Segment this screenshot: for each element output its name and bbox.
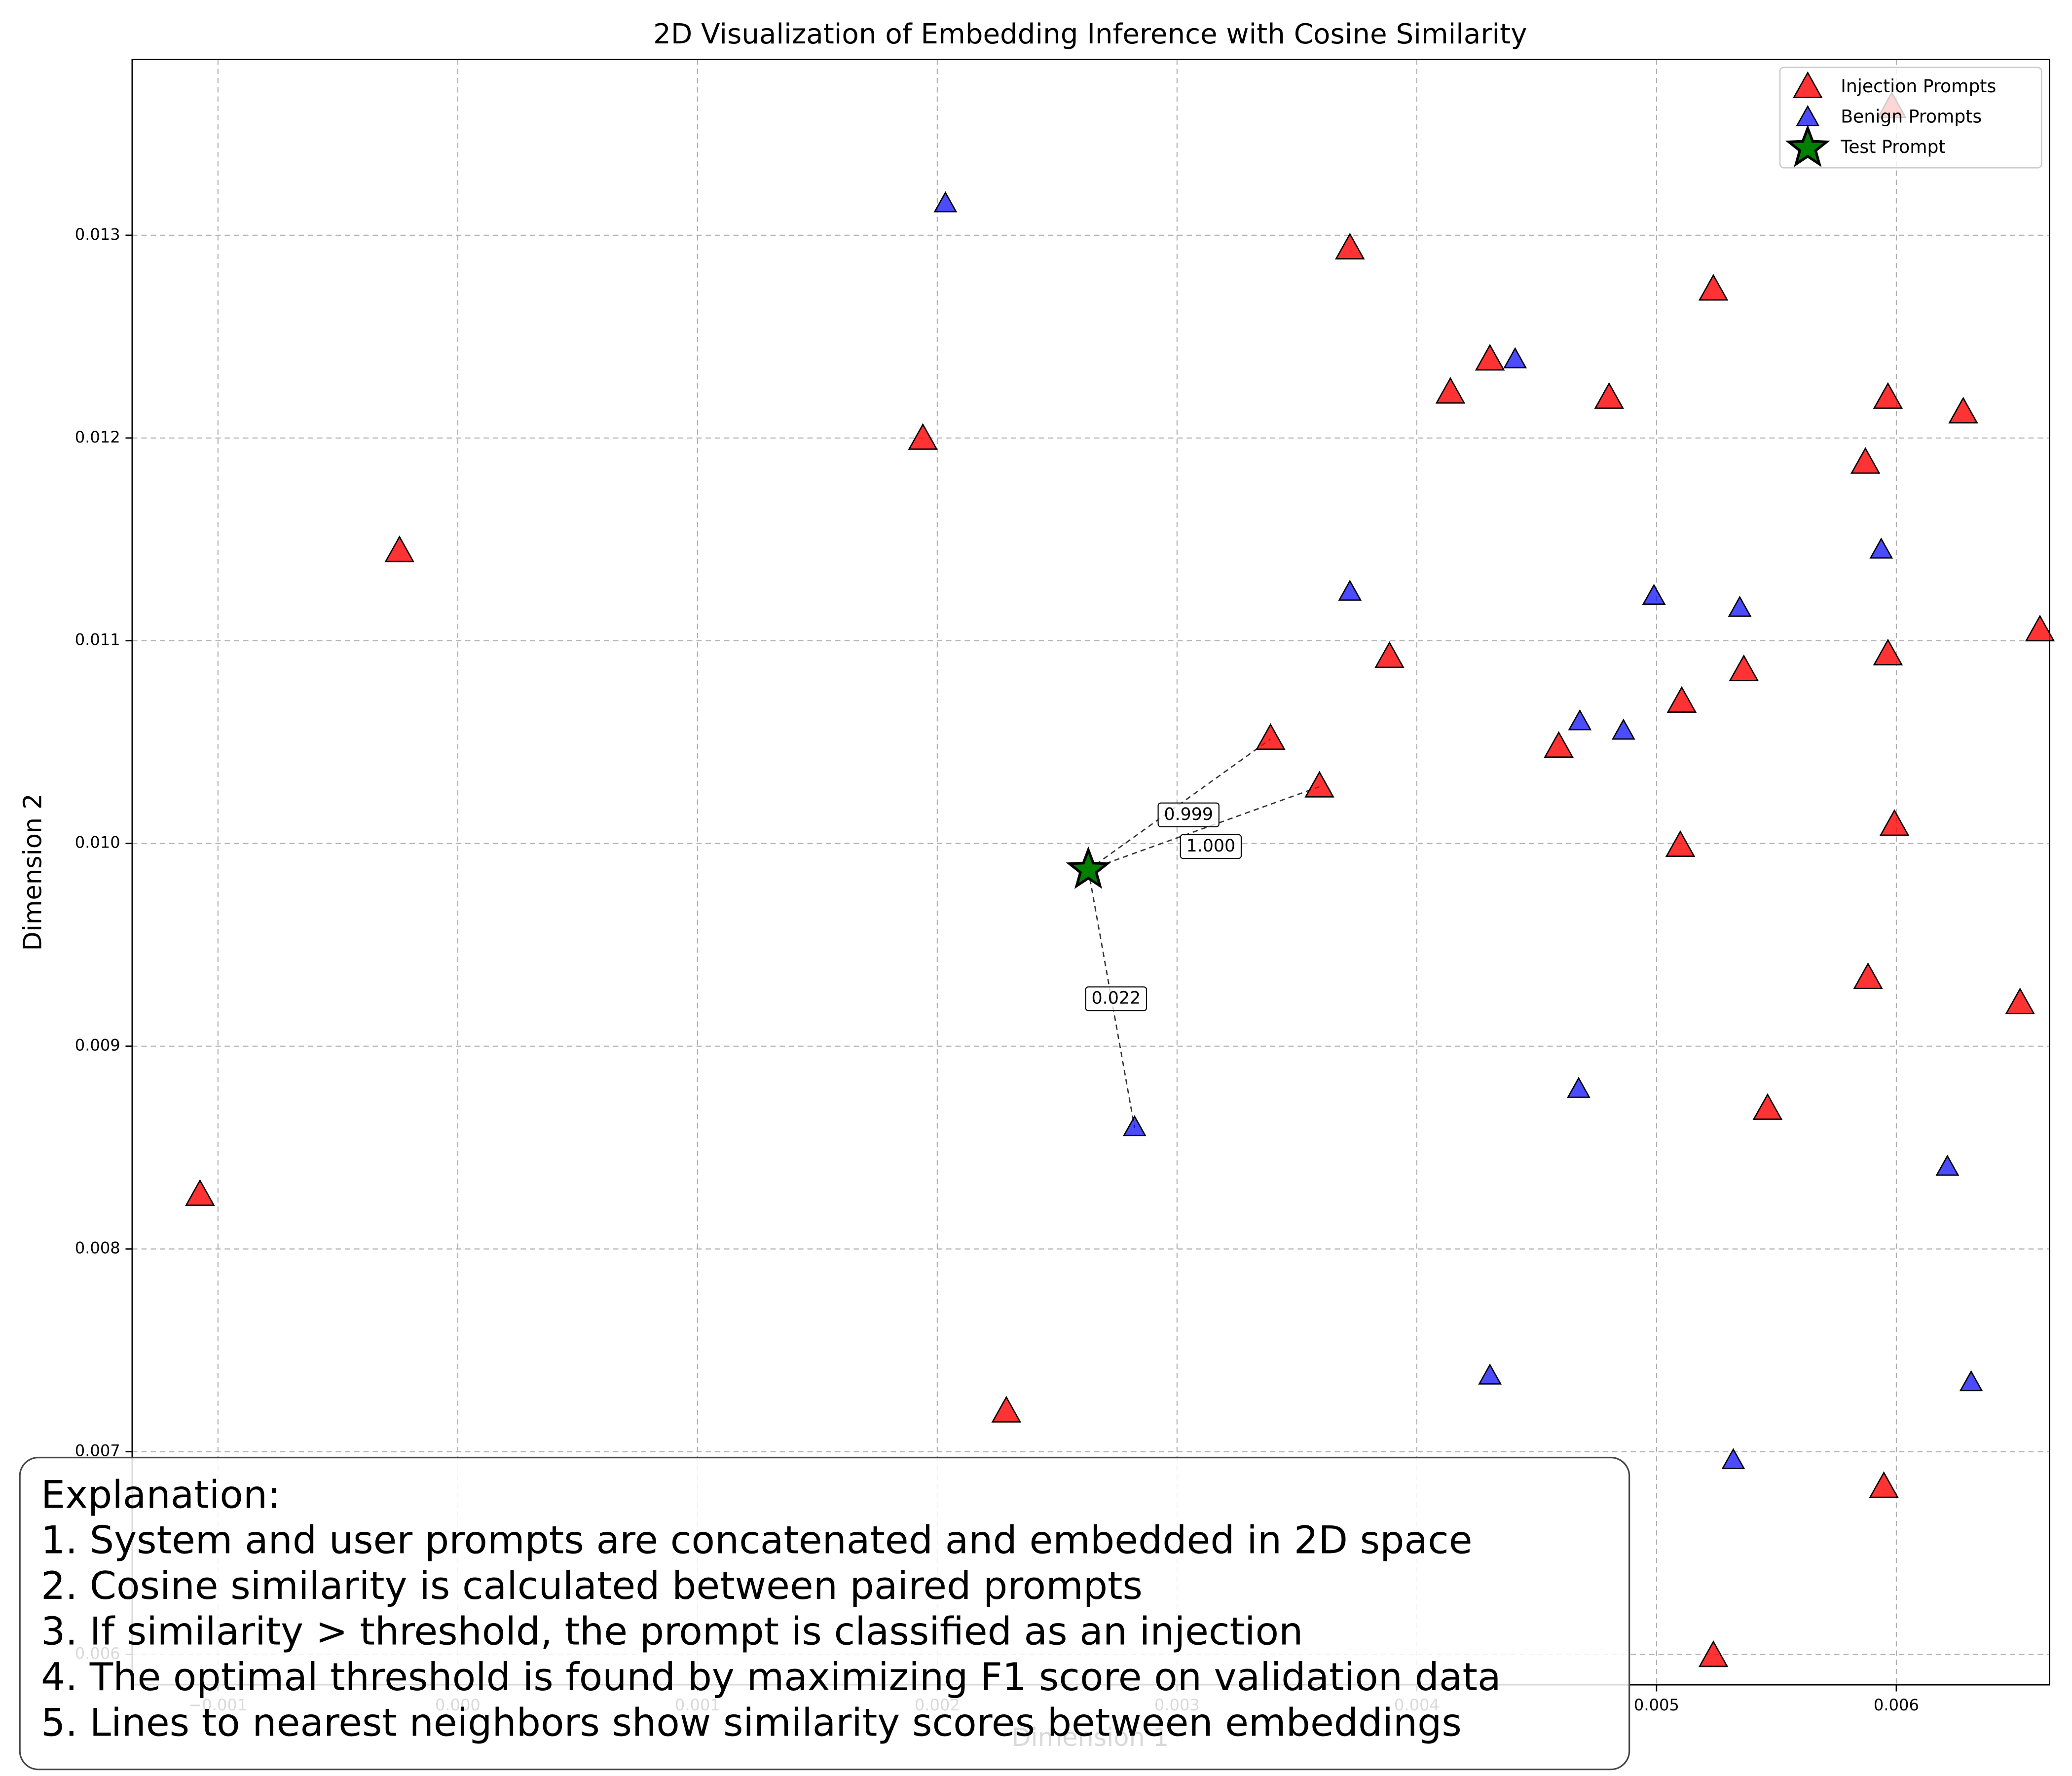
test-point [1066, 846, 1111, 889]
chart-title: 2D Visualization of Embedding Inference … [653, 18, 1527, 50]
point [1475, 343, 1505, 371]
point [2025, 614, 2055, 642]
y-tick-label: 0.008 [75, 1239, 120, 1258]
point [1752, 1093, 1783, 1120]
explanation-line: 1. System and user prompts are concatena… [41, 1518, 1472, 1563]
legend-label: Injection Prompts [1841, 75, 1996, 97]
point [1435, 376, 1466, 404]
point [1935, 1154, 1960, 1176]
point [991, 1396, 1022, 1423]
point [1642, 584, 1666, 605]
point [1728, 595, 1752, 617]
point [185, 1179, 215, 1206]
y-tick-label: 0.012 [75, 428, 120, 446]
explanation-line: 4. The optimal threshold is found by max… [41, 1655, 1501, 1700]
annotation-box [1180, 834, 1242, 859]
point [1850, 447, 1881, 474]
point [908, 423, 938, 450]
point [1666, 686, 1697, 713]
point [1478, 1363, 1502, 1385]
annotation-label: 1.000 [1186, 836, 1236, 856]
y-tick-label: 0.011 [75, 630, 120, 649]
annotation-box [1157, 802, 1220, 827]
point [1873, 382, 1903, 409]
point [1869, 537, 1893, 559]
neighbor-line [1088, 786, 1320, 871]
point [1611, 718, 1635, 740]
point [1503, 347, 1527, 369]
point [933, 191, 958, 213]
annotation-label: 0.022 [1092, 988, 1141, 1008]
x-tick-label: 0.006 [1874, 1696, 1919, 1714]
point [1879, 809, 1910, 836]
y-axis-label: Dimension 2 [19, 793, 48, 951]
explanation-line: 2. Cosine similarity is calculated betwe… [41, 1564, 1143, 1608]
point [1853, 962, 1883, 989]
y-tick-label: 0.009 [75, 1036, 120, 1055]
point [1698, 274, 1729, 301]
point [1256, 723, 1286, 750]
annotation-box [1085, 986, 1147, 1011]
point [1873, 638, 1903, 666]
point [1338, 580, 1362, 601]
explanation-box [19, 1456, 1630, 1771]
legend-label: Test Prompt [1840, 136, 1945, 157]
point [1544, 731, 1574, 758]
legend-box [1779, 67, 2042, 169]
point [1122, 1115, 1147, 1137]
point [1959, 1370, 1983, 1392]
point [1304, 771, 1334, 798]
explanation-line: 5. Lines to nearest neighbors show simil… [41, 1701, 1462, 1745]
legend-label: Benign Prompts [1841, 106, 1982, 127]
point [1665, 830, 1696, 857]
point [1948, 397, 1978, 424]
explanation-line: Explanation: [41, 1473, 280, 1517]
legend-marker [1793, 71, 1823, 98]
point [1568, 709, 1592, 731]
point [2005, 987, 2035, 1014]
point [1567, 1076, 1591, 1098]
point [1729, 654, 1759, 681]
x-tick-label: 0.005 [1634, 1696, 1679, 1714]
legend-marker [1785, 124, 1830, 167]
point [384, 535, 415, 562]
explanation-line: 3. If similarity > threshold, the prompt… [41, 1610, 1303, 1654]
point [1335, 232, 1365, 259]
y-tick-label: 0.013 [75, 225, 120, 244]
point [1594, 382, 1624, 409]
point [1869, 1471, 1899, 1498]
point [1721, 1448, 1745, 1469]
point [1698, 1640, 1729, 1667]
annotation-label: 0.999 [1164, 805, 1213, 824]
point [1374, 641, 1405, 668]
y-tick-label: 0.010 [75, 833, 120, 852]
